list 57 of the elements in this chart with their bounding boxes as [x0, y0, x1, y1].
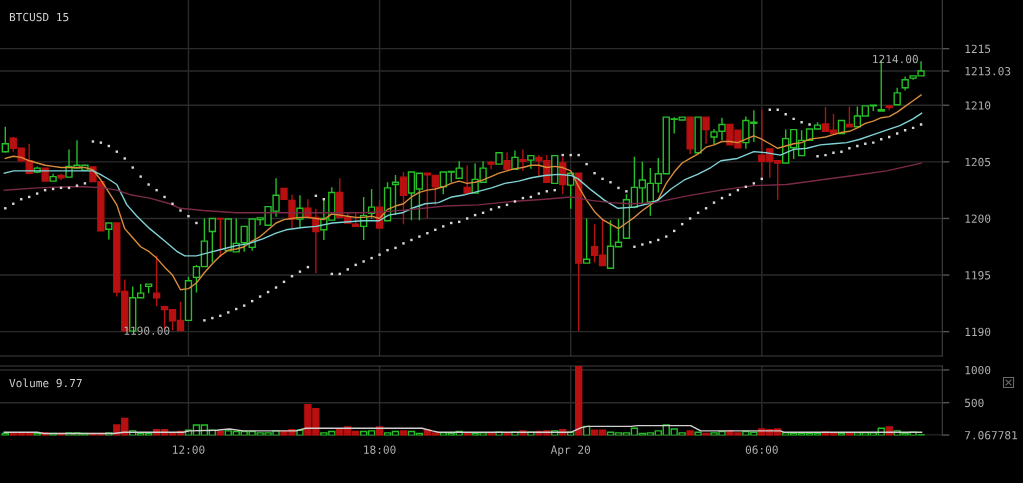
bar [296, 429, 304, 436]
candlestick [463, 164, 471, 195]
candlestick [885, 105, 893, 112]
candlestick [893, 87, 901, 106]
bar [694, 431, 702, 436]
candlestick [105, 222, 113, 241]
candlestick [208, 217, 217, 264]
y-tick-label: 1215 [965, 44, 991, 54]
candlestick [49, 173, 57, 182]
x-tick-label: Apr 20 [550, 445, 591, 457]
line-series [4, 94, 922, 291]
candlestick [312, 208, 320, 275]
candlestick [574, 172, 583, 332]
y-tick-label: 1210 [965, 101, 991, 110]
text: Volume 9.77 [9, 378, 82, 388]
bar [399, 430, 408, 436]
text: BTCUSD 15 [9, 12, 69, 22]
annotation: 1190.00 [124, 326, 170, 335]
y-tick-label: 1195 [965, 271, 991, 280]
y-tick-label: 1205 [965, 157, 991, 167]
y-tick-label: 1000 [965, 365, 991, 375]
candlestick [152, 255, 161, 307]
candlestick [280, 187, 288, 200]
candlestick [1, 126, 9, 154]
candlestick [519, 148, 527, 172]
bar [527, 431, 535, 436]
bar [495, 431, 503, 436]
x-tick-label: 12:00 [173, 445, 205, 454]
candlestick [495, 152, 503, 165]
candlestick [216, 217, 224, 258]
candlestick [511, 149, 519, 171]
y-tick-label: 7.067781 [965, 431, 1018, 440]
candlestick [702, 116, 710, 145]
y-tick-label: 1213.03 [965, 66, 1011, 76]
candlestick [399, 171, 408, 225]
annotation: 1214.00 [873, 54, 918, 64]
candlestick [487, 160, 495, 170]
bar [511, 431, 519, 436]
bar [574, 366, 583, 436]
x-tick-label: 18:00 [364, 445, 396, 454]
candlestick [694, 116, 702, 154]
x-tick-label: 06:00 [745, 445, 778, 454]
bar [686, 430, 694, 436]
y-tick-label: 1190 [965, 327, 991, 337]
candlestick [845, 105, 854, 129]
candlestick [184, 276, 193, 322]
y-tick-label: 500 [965, 398, 984, 408]
candlestick [901, 75, 909, 92]
candlestick [582, 217, 591, 265]
y-tick-label: 1200 [965, 214, 991, 223]
candlestick [391, 174, 400, 216]
bar [582, 425, 591, 436]
candlestick [57, 173, 65, 181]
candlestick [686, 116, 694, 155]
candlestick [503, 151, 511, 171]
candlestick [144, 283, 153, 294]
candlestick [527, 154, 535, 170]
